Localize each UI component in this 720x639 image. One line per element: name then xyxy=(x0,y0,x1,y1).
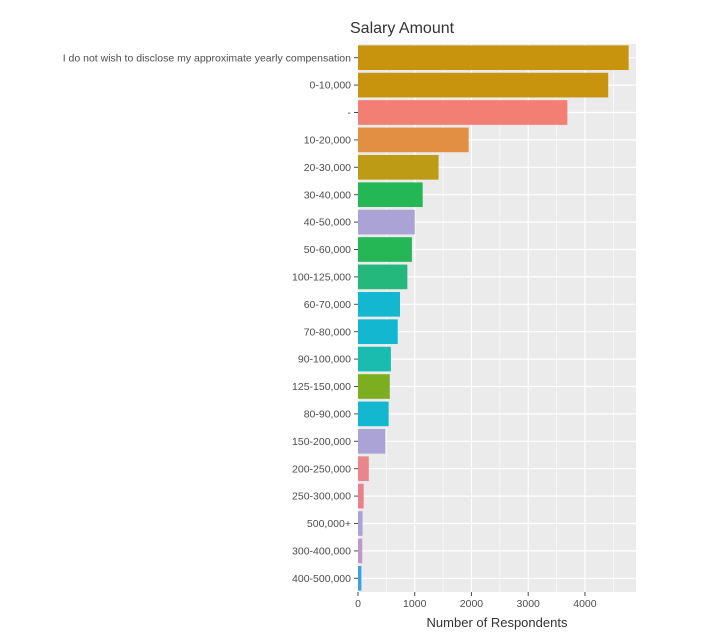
y-tick-label: 40-50,000 xyxy=(304,217,351,229)
bar-18 xyxy=(358,511,363,536)
plot-panel xyxy=(358,44,636,592)
bar-17 xyxy=(358,483,364,509)
y-tick-label: 60-70,000 xyxy=(304,299,351,311)
chart-title: Salary Amount xyxy=(350,20,455,37)
y-tick-label: 125-150,000 xyxy=(292,381,351,393)
bar-11 xyxy=(358,319,398,345)
bar-15 xyxy=(358,428,386,454)
bar-3 xyxy=(358,100,568,125)
y-tick-label: 70-80,000 xyxy=(304,326,351,338)
bar-12 xyxy=(358,346,391,372)
y-tick-label: 30-40,000 xyxy=(304,189,351,201)
bar-4 xyxy=(358,127,469,153)
bar-19 xyxy=(358,538,363,564)
x-axis: 0 1000 2000 3000 4000 xyxy=(355,592,597,610)
y-tick-label: 400-500,000 xyxy=(292,573,351,585)
bar-13 xyxy=(358,374,390,399)
y-tick-label: I do not wish to disclose my approximate… xyxy=(63,52,351,64)
bar-10 xyxy=(358,291,400,317)
y-tick-label: 80-90,000 xyxy=(304,409,351,421)
bar-5 xyxy=(358,154,439,180)
y-tick-label: 50-60,000 xyxy=(304,244,351,256)
x-tick-label: 0 xyxy=(355,598,361,610)
y-tick-label: 100-125,000 xyxy=(292,272,351,284)
bar-20 xyxy=(358,565,362,591)
bar-8 xyxy=(358,237,412,262)
y-tick-label: 500,000+ xyxy=(307,518,351,530)
y-tick-label: 10-20,000 xyxy=(304,135,351,147)
y-axis: I do not wish to disclose my approximate… xyxy=(63,52,358,585)
y-tick-label: 200-250,000 xyxy=(292,463,351,475)
x-tick-label: 3000 xyxy=(517,598,541,610)
x-axis-title: Number of Respondents xyxy=(427,615,568,630)
bar-14 xyxy=(358,401,389,427)
y-tick-label: - xyxy=(348,107,352,119)
bar-6 xyxy=(358,182,423,208)
x-tick-label: 4000 xyxy=(573,598,597,610)
bar-1 xyxy=(358,45,629,71)
y-tick-label: 0-10,000 xyxy=(310,80,352,92)
y-tick-label: 250-300,000 xyxy=(292,491,351,503)
x-tick-label: 1000 xyxy=(403,598,427,610)
bar-16 xyxy=(358,456,369,482)
bar-2 xyxy=(358,72,609,98)
y-tick-label: 90-100,000 xyxy=(298,354,351,366)
bar-9 xyxy=(358,264,408,290)
bars xyxy=(358,45,629,591)
x-tick-label: 2000 xyxy=(460,598,484,610)
bar-7 xyxy=(358,209,415,235)
y-tick-label: 300-400,000 xyxy=(292,546,351,558)
y-tick-label: 20-30,000 xyxy=(304,162,351,174)
y-tick-label: 150-200,000 xyxy=(292,436,351,448)
